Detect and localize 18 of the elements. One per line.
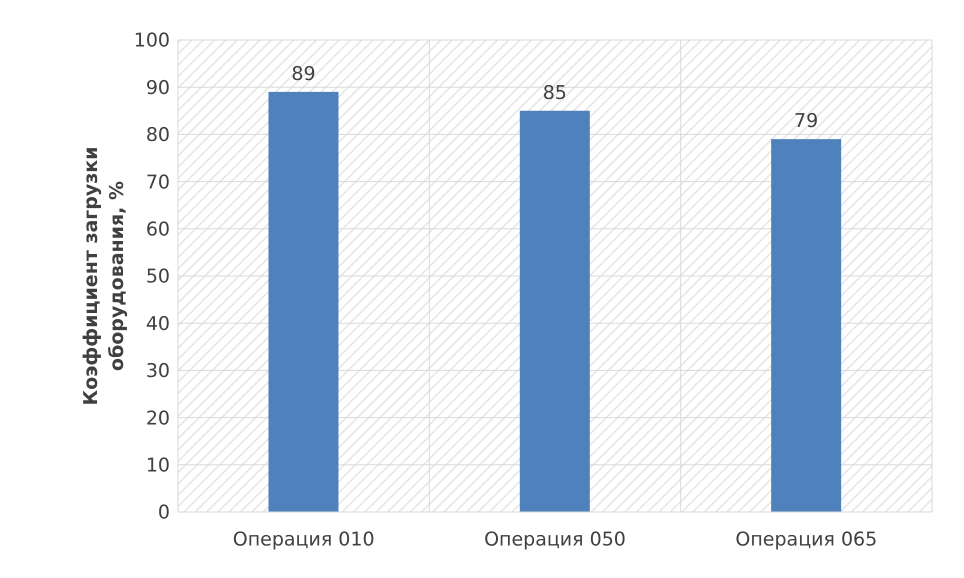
y-tick-label: 80 (146, 124, 170, 146)
x-tick-label: Операция 050 (484, 528, 626, 550)
y-tick-label: 100 (134, 30, 170, 52)
y-tick-label: 60 (146, 218, 170, 241)
data-label: 89 (291, 62, 316, 85)
y-tick-label: 30 (146, 360, 170, 382)
data-label: 85 (542, 82, 567, 104)
y-tick-label: 40 (146, 312, 170, 335)
x-tick-label: Операция 065 (735, 528, 878, 550)
x-tick-label: Операция 010 (232, 528, 375, 550)
y-axis-title: Коэффициент загрузки оборудования, % (80, 146, 128, 406)
y-tick-label: 0 (158, 502, 170, 524)
y-tick-label: 90 (146, 76, 170, 99)
data-label: 79 (794, 110, 818, 132)
y-tick-label: 70 (146, 171, 170, 194)
y-tick-label: 10 (146, 454, 170, 477)
y-tick-label: 20 (146, 407, 170, 430)
y-tick-label: 50 (146, 266, 170, 288)
